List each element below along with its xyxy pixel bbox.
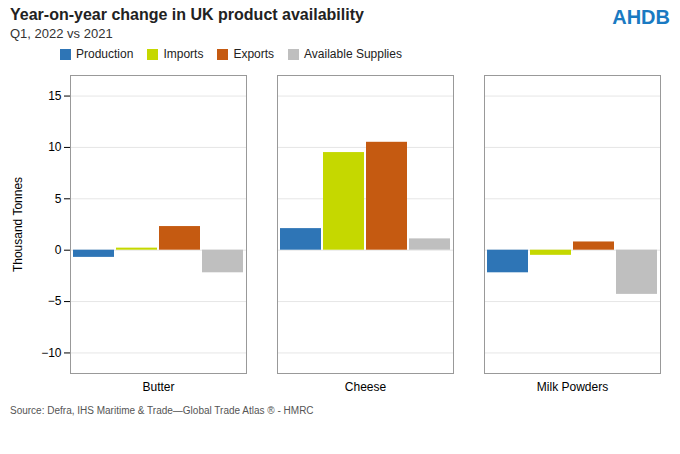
html-text:Imports: Imports — [163, 47, 204, 61]
html-text:Production: Production — [76, 47, 134, 61]
svg-text:0: 0 — [55, 243, 62, 257]
html-text:Q1, 2022 vs 2021: Q1, 2022 vs 2021 — [10, 26, 113, 41]
svg-text:Milk Powders: Milk Powders — [537, 380, 608, 394]
svg-text:15: 15 — [48, 89, 62, 103]
html-text:AHDB: AHDB — [612, 6, 670, 28]
html-text:Source: Defra, IHS Maritime &: Source: Defra, IHS Maritime & Trade—Glob… — [10, 405, 314, 416]
svg-text:10: 10 — [48, 140, 62, 154]
html-text:Exports: Exports — [233, 47, 275, 61]
svg-text:Thousand Tonnes: Thousand Tonnes — [11, 177, 25, 272]
html-text:Year-on-year change in UK prod: Year-on-year change in UK product availa… — [10, 6, 364, 23]
svg-text:−5: −5 — [48, 294, 62, 308]
svg-text:5: 5 — [55, 192, 62, 206]
svg-text:Butter: Butter — [142, 380, 174, 394]
svg-text:Cheese: Cheese — [345, 380, 387, 394]
svg-text:−10: −10 — [41, 346, 62, 360]
html-text:Available Supplies: Available Supplies — [304, 47, 402, 61]
